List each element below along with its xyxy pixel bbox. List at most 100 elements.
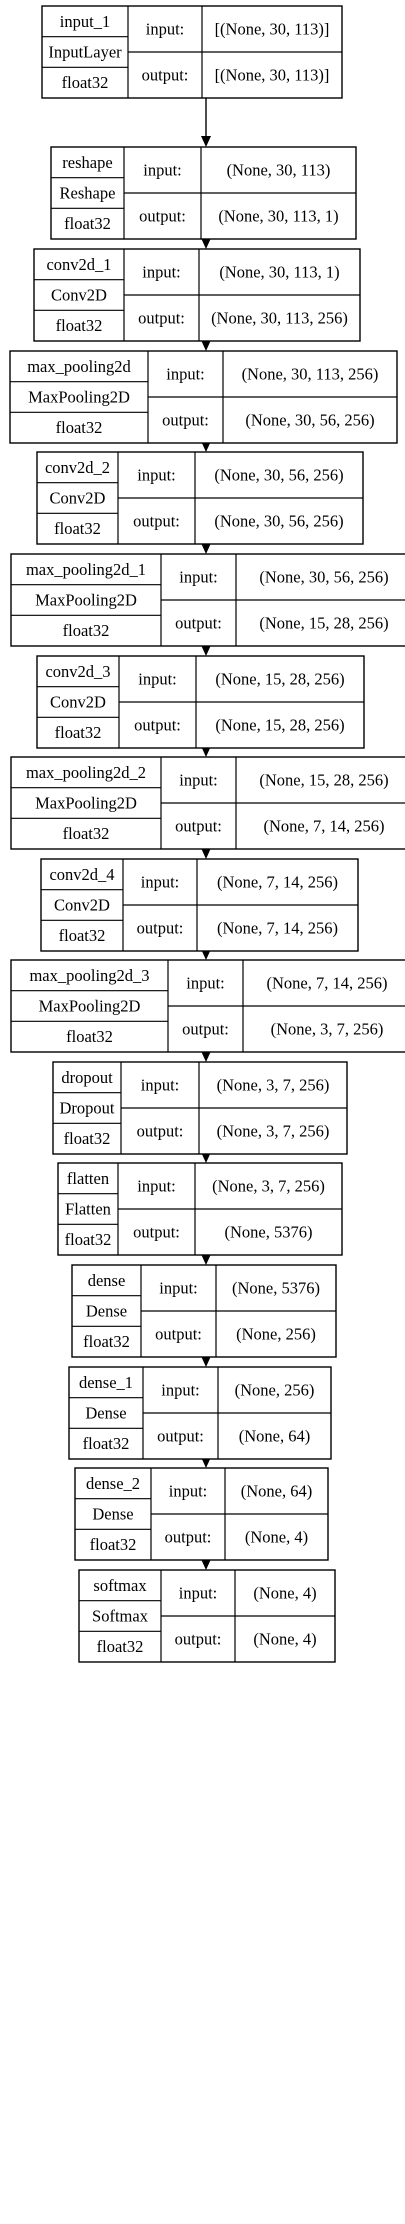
output-shape: (None, 3, 7, 256) bbox=[271, 1020, 384, 1039]
input-shape: (None, 15, 28, 256) bbox=[259, 771, 388, 790]
output-shape: (None, 30, 56, 256) bbox=[214, 512, 343, 531]
layer-name: max_pooling2d_2 bbox=[26, 763, 146, 782]
layer-dtype: float32 bbox=[66, 1027, 113, 1046]
input-label: input: bbox=[137, 1177, 176, 1196]
layer-node-dense: dense Dense float32 input: output: (None, 537… bbox=[71, 1264, 337, 1358]
edge-arrow bbox=[201, 1254, 211, 1265]
layer-node-max_pooling2d_3: max_pooling2d_3 MaxPooling2D float32 input:… bbox=[10, 959, 405, 1053]
layer-node-conv2d_3: conv2d_3 Conv2D float32 input: output: (None,… bbox=[36, 655, 365, 749]
layer-dtype: float32 bbox=[90, 1535, 137, 1554]
layer-type: MaxPooling2D bbox=[28, 388, 130, 407]
layer-name: conv2d_3 bbox=[45, 662, 110, 681]
layer-type: Flatten bbox=[65, 1200, 111, 1219]
input-label: input: bbox=[169, 1482, 208, 1501]
output-shape: (None, 3, 7, 256) bbox=[217, 1122, 330, 1141]
input-shape: (None, 4) bbox=[253, 1584, 316, 1603]
layer-dtype: float32 bbox=[64, 214, 111, 233]
output-shape: (None, 64) bbox=[239, 1427, 310, 1446]
output-shape: (None, 4) bbox=[245, 1528, 308, 1547]
layer-name: input_1 bbox=[60, 12, 110, 31]
layer-name: conv2d_1 bbox=[46, 255, 111, 274]
layer-node-dense_2: dense_2 Dense float32 input: output: (None, 6… bbox=[74, 1467, 329, 1561]
layer-type: Dense bbox=[86, 1302, 127, 1321]
layer-type: MaxPooling2D bbox=[35, 794, 137, 813]
layer-dtype: float32 bbox=[54, 519, 101, 538]
layer-name: dropout bbox=[61, 1068, 113, 1087]
layer-type: MaxPooling2D bbox=[39, 997, 141, 1016]
layer-type: Dense bbox=[92, 1505, 133, 1524]
input-shape: (None, 5376) bbox=[232, 1279, 320, 1298]
layer-node-conv2d_1: conv2d_1 Conv2D float32 input: output: (None,… bbox=[33, 248, 361, 342]
input-shape: [(None, 30, 113)] bbox=[215, 20, 330, 39]
output-shape: (None, 256) bbox=[236, 1325, 316, 1344]
output-label: output: bbox=[137, 1122, 184, 1141]
layer-node-conv2d_2: conv2d_2 Conv2D float32 input: output: (None,… bbox=[36, 451, 364, 545]
input-label: input: bbox=[142, 263, 181, 282]
input-label: input: bbox=[141, 873, 180, 892]
output-shape: (None, 30, 113, 256) bbox=[211, 309, 348, 328]
layer-node-max_pooling2d_2: max_pooling2d_2 MaxPooling2D float32 input:… bbox=[10, 756, 405, 850]
layer-node-max_pooling2d_1: max_pooling2d_1 MaxPooling2D float32 input:… bbox=[10, 553, 405, 647]
layer-node-max_pooling2d: max_pooling2d MaxPooling2D float32 input: ou… bbox=[9, 350, 398, 444]
input-label: input: bbox=[179, 1584, 218, 1603]
layer-name: flatten bbox=[67, 1169, 109, 1188]
input-shape: (None, 64) bbox=[241, 1482, 312, 1501]
layer-dtype: float32 bbox=[56, 316, 103, 335]
output-label: output: bbox=[162, 411, 209, 430]
layer-dtype: float32 bbox=[59, 926, 106, 945]
layer-dtype: float32 bbox=[83, 1332, 130, 1351]
layer-type: Reshape bbox=[60, 184, 116, 203]
layer-name: max_pooling2d_3 bbox=[29, 966, 149, 985]
output-label: output: bbox=[175, 614, 222, 633]
layer-type: Conv2D bbox=[54, 896, 110, 915]
output-shape: (None, 4) bbox=[253, 1630, 316, 1649]
input-label: input: bbox=[138, 670, 177, 689]
edge-arrow bbox=[201, 98, 211, 147]
layer-type: Dropout bbox=[60, 1099, 115, 1118]
edge-arrow bbox=[201, 1559, 211, 1570]
input-shape: (None, 256) bbox=[235, 1381, 315, 1400]
output-shape: (None, 7, 14, 256) bbox=[264, 817, 385, 836]
layer-type: Conv2D bbox=[50, 489, 106, 508]
edge-arrow bbox=[201, 543, 211, 554]
output-shape: (None, 7, 14, 256) bbox=[217, 919, 338, 938]
output-label: output: bbox=[138, 309, 185, 328]
input-shape: (None, 3, 7, 256) bbox=[212, 1177, 325, 1196]
output-shape: (None, 15, 28, 256) bbox=[215, 716, 344, 735]
layer-name: dense bbox=[88, 1271, 126, 1290]
output-label: output: bbox=[137, 919, 184, 938]
layer-dtype: float32 bbox=[55, 723, 102, 742]
layer-type: Softmax bbox=[92, 1607, 149, 1626]
edge-arrow bbox=[201, 848, 211, 859]
input-label: input: bbox=[186, 974, 225, 993]
layer-node-reshape: reshape Reshape float32 input: output: (None,… bbox=[50, 146, 357, 240]
layer-type: InputLayer bbox=[48, 43, 122, 62]
output-shape: (None, 30, 56, 256) bbox=[245, 411, 374, 430]
output-label: output: bbox=[182, 1020, 229, 1039]
layer-type: MaxPooling2D bbox=[35, 591, 137, 610]
output-label: output: bbox=[139, 207, 186, 226]
input-shape: (None, 30, 56, 256) bbox=[214, 466, 343, 485]
input-shape: (None, 30, 113, 256) bbox=[242, 365, 379, 384]
input-shape: (None, 7, 14, 256) bbox=[217, 873, 338, 892]
layer-name: max_pooling2d bbox=[27, 357, 131, 376]
input-label: input: bbox=[166, 365, 205, 384]
layer-type: Dense bbox=[85, 1404, 126, 1423]
edge-arrow bbox=[201, 645, 211, 656]
edge-arrow bbox=[201, 1051, 211, 1062]
layer-dtype: float32 bbox=[65, 1230, 112, 1249]
edge-arrow bbox=[201, 1356, 211, 1367]
output-label: output: bbox=[157, 1427, 204, 1446]
edge-arrow bbox=[201, 238, 211, 249]
layer-name: conv2d_2 bbox=[45, 458, 110, 477]
edge-arrow bbox=[201, 340, 211, 351]
layer-dtype: float32 bbox=[63, 824, 110, 843]
output-label: output: bbox=[134, 716, 181, 735]
output-label: output: bbox=[133, 512, 180, 531]
layer-dtype: float32 bbox=[62, 73, 109, 92]
layer-node-softmax: softmax Softmax float32 input: output: (None,… bbox=[78, 1569, 336, 1663]
output-label: output: bbox=[165, 1528, 212, 1547]
layer-node-flatten: flatten Flatten float32 input: output: (None,… bbox=[57, 1162, 343, 1256]
layer-node-dropout: dropout Dropout float32 input: output: (None,… bbox=[52, 1061, 348, 1155]
